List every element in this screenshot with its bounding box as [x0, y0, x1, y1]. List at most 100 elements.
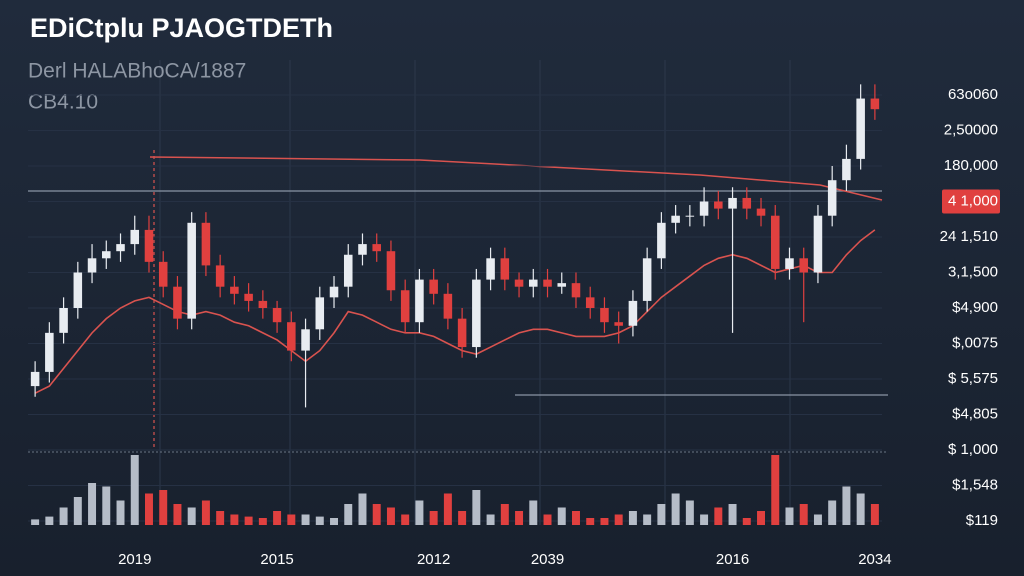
- candle-body: [116, 244, 125, 252]
- x-tick-label: 2016: [716, 551, 749, 568]
- candle-body: [329, 286, 339, 298]
- volume-bar: [187, 507, 196, 525]
- y-tick-label: $1,548: [952, 476, 998, 493]
- volume-bar: [230, 514, 239, 525]
- y-tick-label: $ 5,575: [948, 370, 998, 387]
- candle-body: [215, 265, 225, 287]
- volume-bar: [273, 511, 282, 525]
- volume-bar: [372, 504, 381, 525]
- chart-title: EDiCtplu PJAOGTDETh: [30, 13, 333, 43]
- candle-body: [770, 215, 780, 269]
- candle-body: [144, 229, 154, 262]
- candle-body: [671, 215, 680, 223]
- candle-body: [272, 308, 282, 323]
- volume-bar: [73, 497, 82, 525]
- volume-bar: [785, 507, 794, 525]
- volume-bar: [799, 504, 808, 525]
- candle-body: [557, 283, 567, 287]
- y-tick-label: $,0075: [952, 334, 998, 351]
- volume-bar: [59, 507, 68, 525]
- candle-body: [799, 258, 808, 273]
- y-tick-label: 2,50000: [944, 121, 998, 138]
- candle-body: [457, 318, 467, 348]
- candle-body: [827, 180, 837, 216]
- candle-body: [685, 215, 695, 217]
- volume-bar: [600, 518, 609, 525]
- x-tick-label: 2019: [118, 551, 151, 568]
- volume-bar: [486, 514, 495, 525]
- volume-bar: [116, 500, 125, 525]
- volume-bar: [130, 455, 139, 525]
- y-tick-label: 4 1,000: [948, 192, 998, 209]
- volume-bar: [557, 507, 566, 525]
- volume-bar: [301, 514, 310, 525]
- volume-bar: [258, 518, 267, 525]
- volume-bar: [842, 486, 851, 525]
- volume-bar: [614, 514, 623, 525]
- volume-bar: [529, 500, 538, 525]
- volume-bar: [700, 514, 709, 525]
- volume-bar: [458, 511, 467, 525]
- candle-body: [59, 308, 68, 333]
- candle-body: [87, 258, 97, 273]
- volume-bar: [856, 493, 865, 525]
- candle-body: [301, 329, 310, 351]
- candle-body: [714, 201, 723, 209]
- y-tick-label: $119: [966, 512, 998, 529]
- candle-body: [45, 332, 54, 372]
- candle-body: [842, 158, 851, 181]
- volume-bar: [201, 500, 210, 525]
- candle-body: [130, 229, 140, 245]
- candle-body: [429, 279, 438, 294]
- x-tick-label: 2034: [858, 551, 891, 568]
- candle-body: [486, 258, 495, 280]
- candle-body: [201, 222, 211, 266]
- volume-bar: [330, 518, 339, 525]
- candle-body: [785, 258, 794, 269]
- candle-body: [187, 222, 196, 319]
- candle-body: [343, 254, 353, 287]
- candle-body: [657, 222, 666, 259]
- candle-body: [543, 279, 552, 287]
- volume-bar: [216, 511, 225, 525]
- candle-body: [173, 286, 182, 319]
- volume-bar: [159, 490, 168, 525]
- volume-bar: [813, 514, 822, 525]
- candle-body: [73, 272, 83, 308]
- candle-body: [415, 279, 424, 323]
- volume-bar: [88, 483, 97, 525]
- candle-body: [728, 197, 737, 209]
- volume-bar: [828, 500, 837, 525]
- volume-bar: [543, 514, 552, 525]
- candle-body: [244, 293, 253, 301]
- candle-body: [30, 371, 40, 387]
- volume-bar: [714, 507, 723, 525]
- volume-bar: [571, 511, 580, 525]
- y-tick-label: 3,1,500: [948, 263, 998, 280]
- volume-bar: [315, 516, 324, 525]
- y-tick-label: $4,900: [952, 299, 998, 316]
- trend-line: [149, 156, 883, 201]
- volume-bar: [643, 514, 652, 525]
- volume-bar: [671, 493, 680, 525]
- y-tick-label: 63o060: [948, 86, 998, 103]
- candle-body: [386, 251, 396, 291]
- volume-bar: [344, 504, 353, 525]
- candle-body: [358, 244, 367, 255]
- y-tick-label: 180,000: [944, 157, 998, 174]
- candle-body: [614, 322, 623, 326]
- volume-bar: [586, 518, 595, 525]
- volume-bar: [500, 504, 509, 525]
- volume-bar: [31, 519, 40, 525]
- x-tick-label: 2039: [531, 551, 564, 568]
- candle-body: [372, 244, 381, 252]
- volume-bar: [685, 500, 694, 525]
- candle-body: [699, 201, 709, 216]
- candle-body: [571, 283, 581, 298]
- volume-bar: [173, 504, 182, 525]
- volume-bar: [102, 486, 111, 525]
- x-tick-label: 2012: [417, 551, 450, 568]
